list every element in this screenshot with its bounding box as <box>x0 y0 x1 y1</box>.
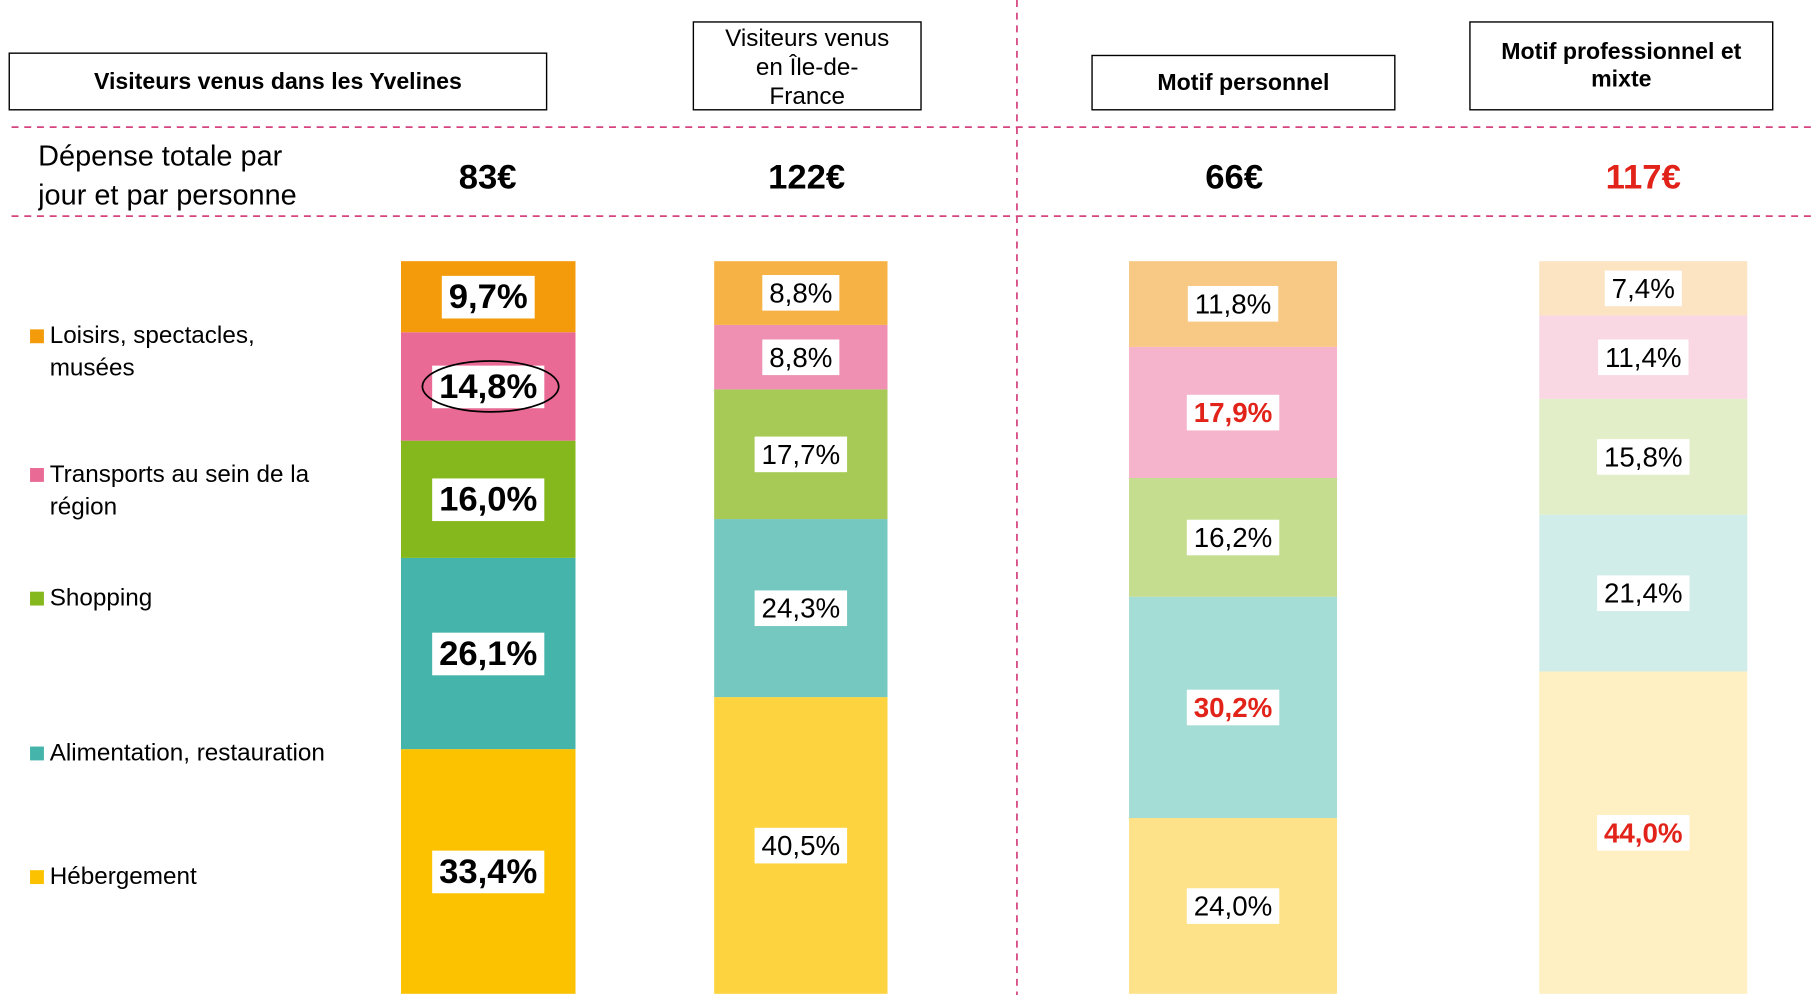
label-background <box>1597 575 1690 612</box>
row-label-box: Dépense totale par jour et par personne <box>38 139 297 212</box>
value-label: 30,2% <box>1194 692 1273 723</box>
value-label: 24,3% <box>762 593 841 624</box>
label-background <box>1604 270 1682 307</box>
label-background <box>754 827 848 864</box>
legend-label-box: Transports au sein de la région <box>49 461 310 521</box>
legend-label: Transports au sein de la région <box>49 461 310 521</box>
label-background <box>432 478 545 522</box>
label-background <box>754 590 848 627</box>
value-label: 14,8% <box>439 368 537 406</box>
total-label: 122€ <box>768 158 845 196</box>
legend-label: Loisirs, spectacles, musées <box>49 322 255 382</box>
legend-swatch <box>30 870 44 885</box>
label-background <box>441 275 535 319</box>
value-label: 44,0% <box>1604 817 1683 848</box>
label-background <box>432 365 545 409</box>
legend-swatch <box>30 329 44 344</box>
label-background <box>1597 814 1690 851</box>
column-header-box: Motif personnel <box>1157 69 1330 96</box>
legend-label-box: Loisirs, spectacles, musées <box>49 322 255 382</box>
value-label: 16,0% <box>439 481 537 519</box>
value-label: 33,4% <box>439 853 537 891</box>
column-header: Motif personnel <box>1157 69 1330 96</box>
label-background <box>1597 439 1690 475</box>
value-label: 40,5% <box>762 830 841 861</box>
value-label: 11,8% <box>1195 288 1272 319</box>
label-background <box>432 632 545 676</box>
value-label: 17,9% <box>1194 397 1273 428</box>
column-header-box: Visiteurs venus dans les Yvelines <box>93 68 462 95</box>
value-label: 24,0% <box>1194 891 1273 922</box>
header-frame <box>1469 21 1774 111</box>
column-header: Motif professionnel et mixte <box>1501 39 1742 93</box>
header-frame <box>8 52 548 111</box>
value-label: 8,8% <box>769 277 832 308</box>
legend-swatch <box>30 746 44 761</box>
column-header: Visiteurs venus en Île-de-France <box>725 25 890 111</box>
value-label: 9,7% <box>449 278 528 316</box>
label-background <box>1187 285 1279 322</box>
legend-label: Alimentation, restauration <box>49 739 325 767</box>
value-label: 16,2% <box>1194 522 1273 553</box>
column-header-box: Motif professionnel et mixte <box>1501 39 1742 93</box>
label-background <box>754 436 848 473</box>
total-label: 66€ <box>1205 158 1263 196</box>
legend-label-box: Shopping <box>49 584 153 612</box>
legend-label-box: Alimentation, restauration <box>49 739 325 767</box>
header-frame <box>1091 54 1396 111</box>
label-background <box>1598 339 1689 376</box>
value-label: 21,4% <box>1604 578 1683 609</box>
column-header-box: Visiteurs venus en Île-de-France <box>725 25 890 111</box>
header-frame <box>692 21 922 111</box>
highlight-circle <box>421 360 560 413</box>
row-label: Dépense totale par jour et par personne <box>38 139 297 212</box>
label-background <box>1186 519 1280 556</box>
value-label: 11,4% <box>1605 342 1682 373</box>
value-label: 8,8% <box>769 342 832 373</box>
legend-label-box: Hébergement <box>49 863 197 890</box>
total-label: 117€ <box>1606 158 1681 196</box>
label-background <box>762 275 840 311</box>
column-header: Visiteurs venus dans les Yvelines <box>93 68 462 95</box>
legend-swatch <box>30 591 44 606</box>
legend-label: Hébergement <box>49 863 197 890</box>
label-background <box>1186 689 1280 726</box>
label-background <box>762 339 840 376</box>
total-label: 83€ <box>459 158 517 196</box>
label-background <box>1186 888 1280 924</box>
label-background <box>1186 394 1280 431</box>
label-background <box>432 850 545 894</box>
value-label: 7,4% <box>1612 273 1675 304</box>
value-label: 26,1% <box>439 635 537 673</box>
value-label: 15,8% <box>1604 441 1683 472</box>
value-label: 17,7% <box>762 439 841 470</box>
legend-swatch <box>30 468 44 482</box>
legend-label: Shopping <box>49 584 153 612</box>
